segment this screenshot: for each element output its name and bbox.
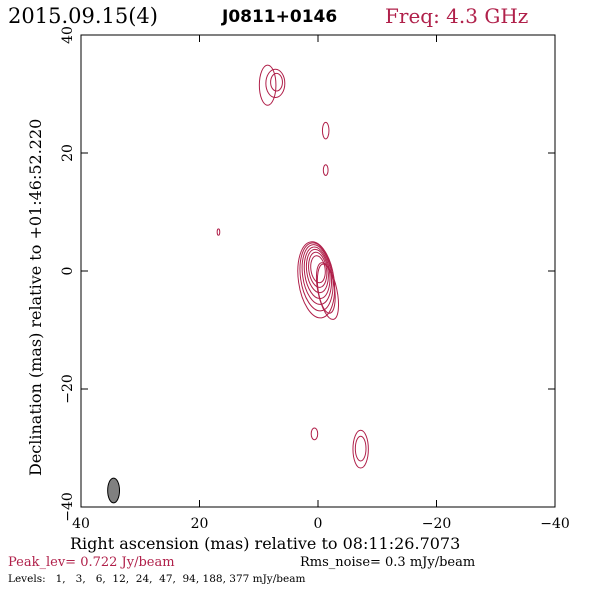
levels-label: Levels: 1, 3, 6, 12, 24, 47, 94, 188, 37…	[8, 573, 305, 585]
x-tick-label: −20	[422, 516, 452, 532]
axis-ticks: 40 20 0 −20 −40 −40 −20 0 20 40	[60, 26, 570, 532]
contour-line	[315, 262, 340, 320]
x-tick-label: 0	[314, 516, 323, 532]
rms-noise-label: Rms_noise= 0.3 mJy/beam	[300, 555, 475, 570]
y-axis-label: Declination (mas) relative to +01:46:52.…	[26, 119, 45, 476]
y-tick-label: −20	[60, 374, 76, 404]
x-axis-label: Right ascension (mas) relative to 08:11:…	[70, 534, 460, 553]
contour-line	[258, 64, 277, 106]
contour-group	[216, 64, 369, 469]
contour-line	[354, 435, 367, 462]
beam-group	[107, 477, 121, 504]
y-tick-label: 0	[60, 267, 76, 276]
freq-label: Freq: 4.3 GHz	[385, 4, 528, 28]
y-tick-label: 40	[60, 26, 76, 44]
contour-line	[265, 68, 286, 99]
y-tick-label: 20	[60, 144, 76, 162]
contour-line	[305, 248, 329, 294]
contour-line	[352, 429, 369, 469]
contour-line	[216, 228, 221, 236]
contour-line	[322, 164, 329, 176]
y-tick-label: −40	[60, 492, 76, 522]
x-tick-label: 20	[191, 516, 209, 532]
peak-level-label: Peak_lev= 0.722 Jy/beam	[8, 555, 175, 570]
contour-line	[310, 427, 319, 441]
source-label: J0811+0146	[221, 7, 337, 27]
contour-line	[308, 251, 328, 288]
contour-line	[270, 72, 283, 92]
x-tick-label: −40	[540, 516, 570, 532]
contour-line	[310, 255, 326, 284]
x-tick-label: 40	[72, 516, 90, 532]
beam-ellipse	[107, 477, 121, 504]
epoch-label: 2015.09.15(4)	[8, 4, 158, 28]
contour-line	[321, 121, 330, 140]
